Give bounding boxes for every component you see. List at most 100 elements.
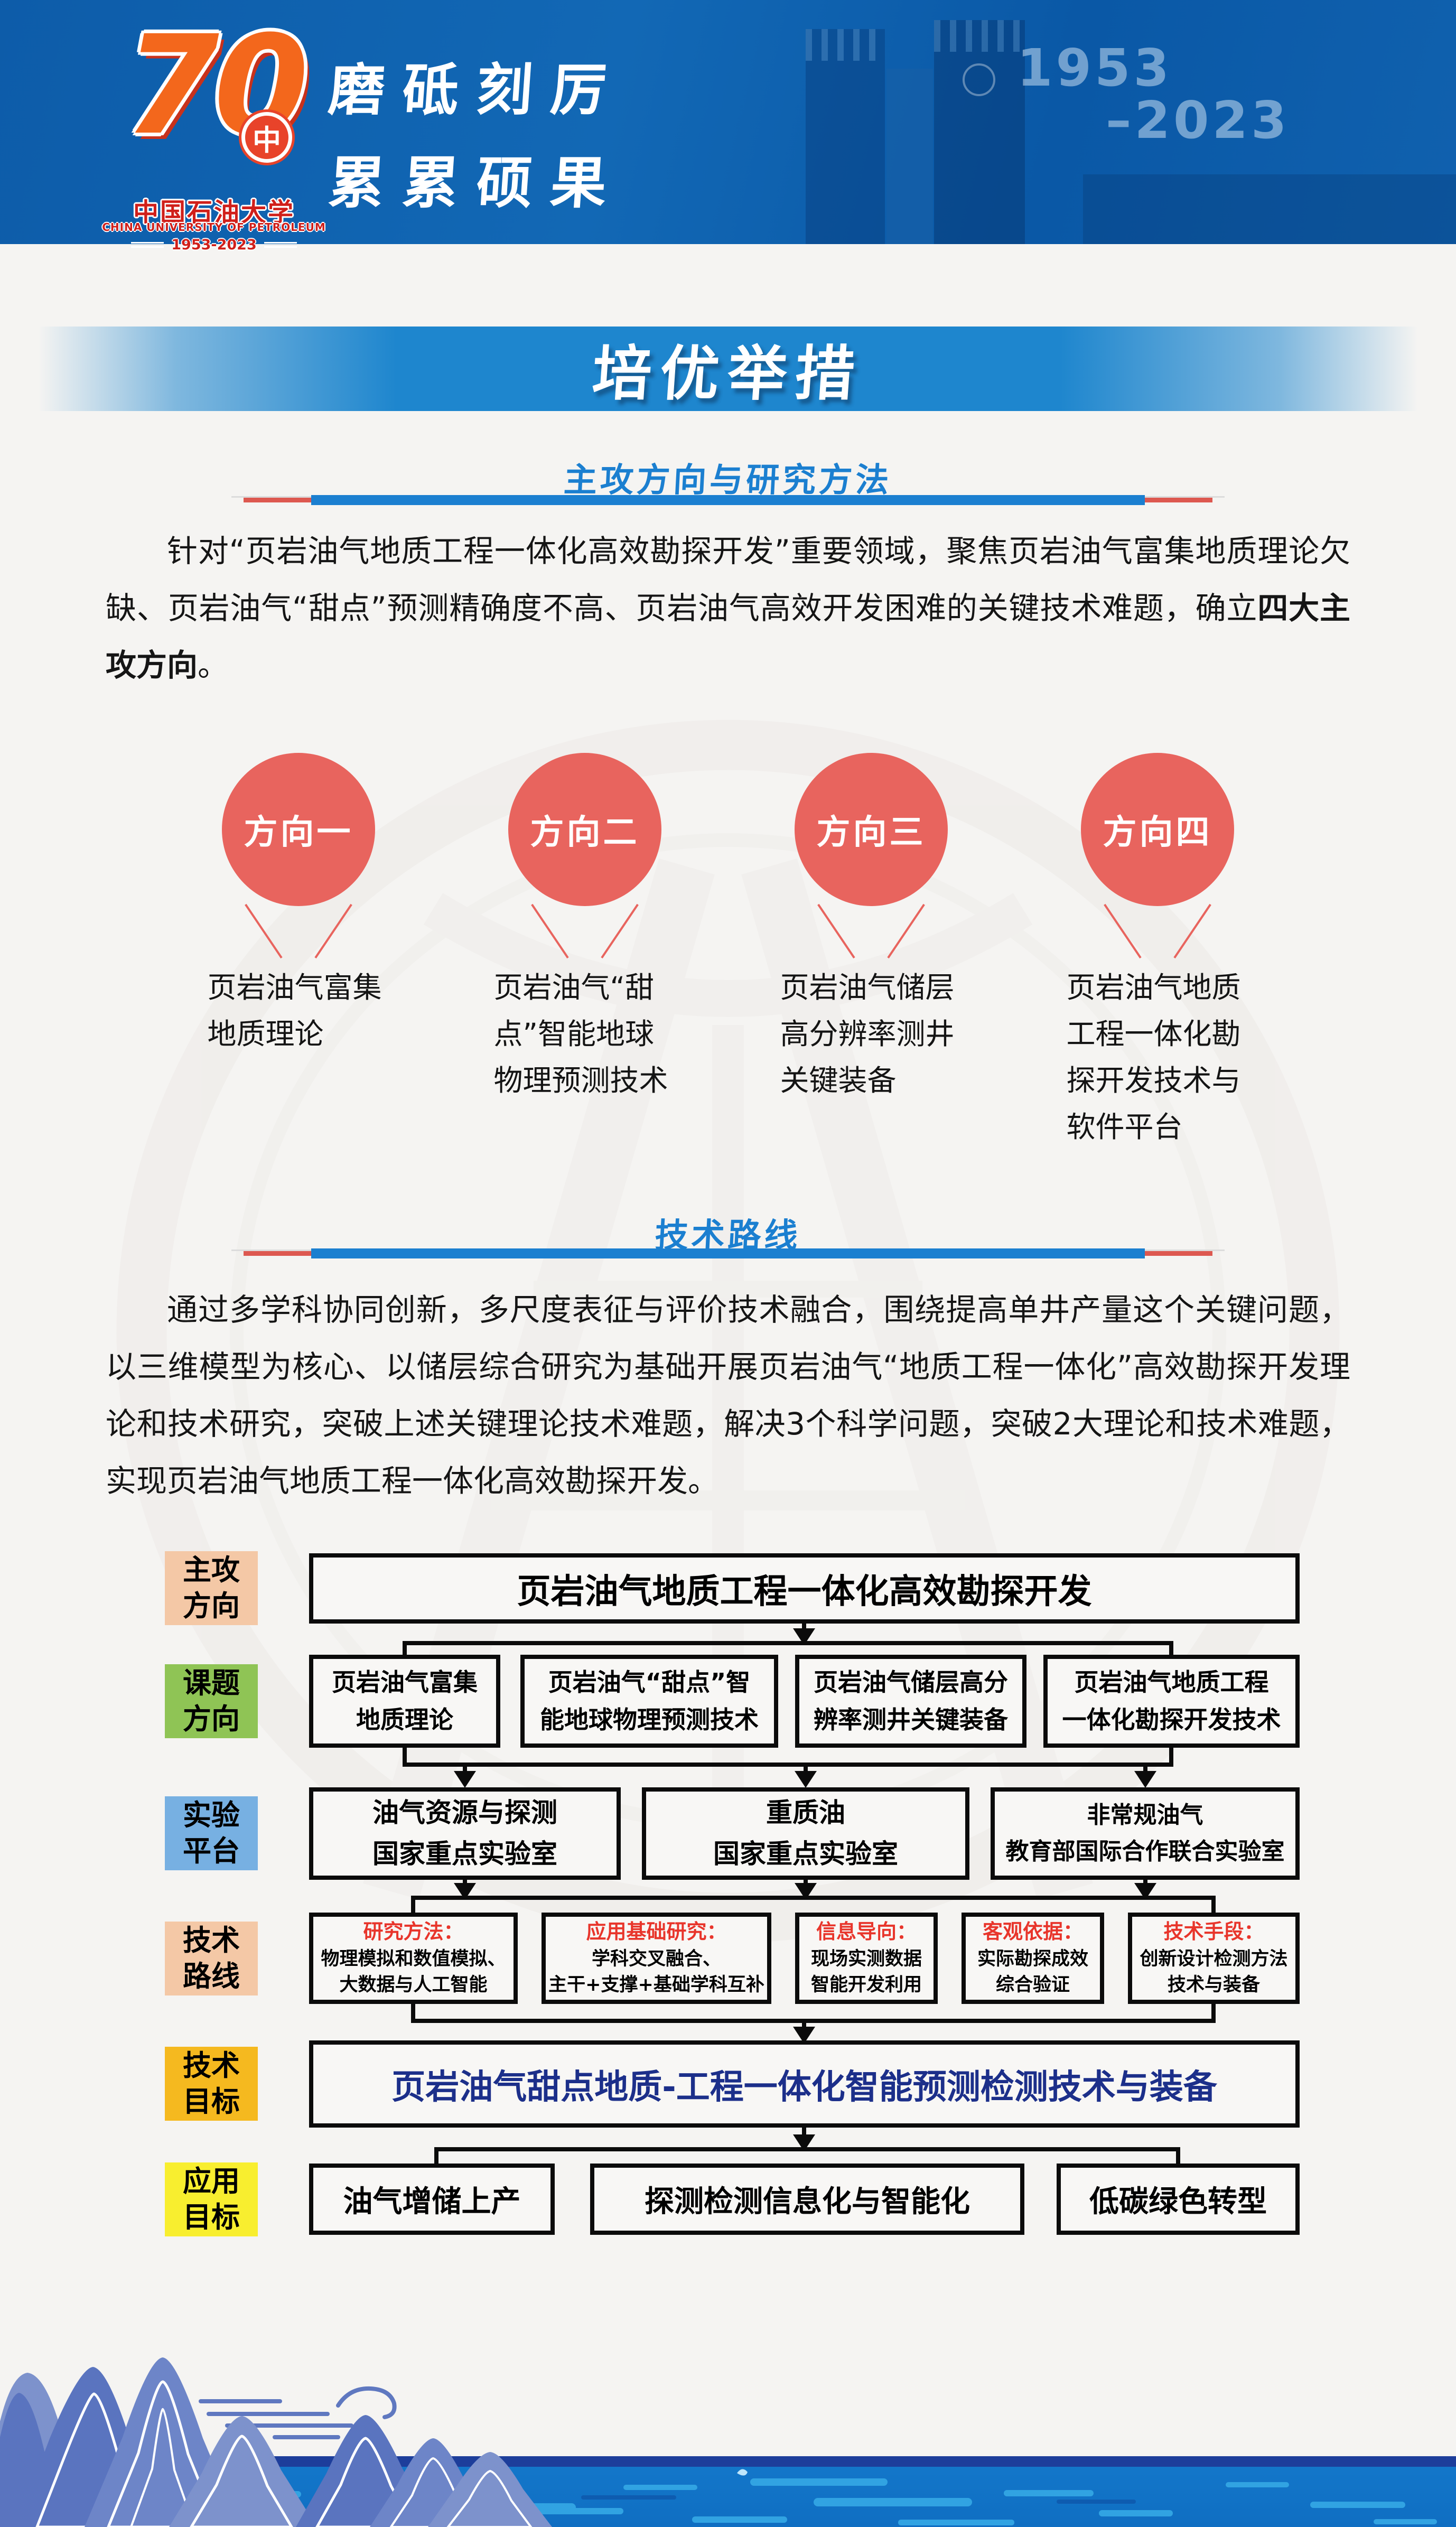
flow-box-topic-3: 页岩油气储层高分 辨率测井关键装备 xyxy=(795,1655,1026,1748)
box-line: 重质油 xyxy=(766,1797,845,1828)
direction-item-2: 方向二 页岩油气“甜点”智能地球物理预测技术 xyxy=(494,753,676,1150)
heading-underline xyxy=(0,1248,1456,1258)
direction-circle-4: 方向四 xyxy=(1081,753,1234,906)
ocean xyxy=(0,2456,1456,2527)
pointer-down-icon xyxy=(531,899,639,959)
flow-label-main-direction: 主攻 方向 xyxy=(165,1551,258,1625)
direction-desc-3: 页岩油气储层高分辨率测井关键装备 xyxy=(780,971,955,1097)
direction-circle-2: 方向二 xyxy=(508,753,661,906)
connector-line xyxy=(802,2023,806,2028)
footer-illustration xyxy=(0,2357,1456,2527)
connector-line xyxy=(411,2019,1216,2023)
underline-red-right xyxy=(1145,497,1212,502)
box-head: 客观依据： xyxy=(982,1919,1083,1943)
flow-box-app-goal-1: 油气增储上产 xyxy=(309,2164,555,2235)
arrow-down-icon xyxy=(795,1771,817,1788)
section-banner: 培优举措 xyxy=(38,327,1418,411)
building-silhouette xyxy=(934,20,1025,244)
connector-line xyxy=(434,2147,438,2165)
flow-box-main-direction: 页岩油气地质工程一体化高效勘探开发 xyxy=(309,1553,1300,1624)
flow-label-tech-goal: 技术 目标 xyxy=(165,2047,258,2121)
box-line: 教育部国际合作联合实验室 xyxy=(1005,1838,1285,1865)
box-line: 物理模拟和数值模拟、 xyxy=(321,1948,506,1970)
box-line: 辨率测井关键装备 xyxy=(814,1705,1008,1734)
logo-years-text: 1953-2023 xyxy=(171,237,257,253)
header: 70 中 中国石油大学 CHINA UNIVERSITY OF PETROLEU… xyxy=(0,0,1456,253)
flow-box-route-2: 应用基础研究： 学科交叉融合、主干+支撑+基础学科互补 xyxy=(542,1913,771,2004)
label-line: 实验 xyxy=(183,1798,240,1832)
underline-blue-bar xyxy=(311,1248,1145,1258)
label-line: 技术 xyxy=(183,2048,240,2082)
direction-circle-3: 方向三 xyxy=(795,753,948,906)
box-line: 一体化勘探开发技术 xyxy=(1062,1705,1281,1734)
box-line: 国家重点实验室 xyxy=(372,1838,557,1869)
logo-anniversary-years: 1953-2023 xyxy=(108,237,320,253)
connector-line xyxy=(411,1896,415,1914)
box-line: 页岩油气储层高分 xyxy=(814,1667,1008,1696)
direction-circle-1: 方向一 xyxy=(222,753,375,906)
decorative-line xyxy=(131,242,164,248)
box-line: 能地球物理预测技术 xyxy=(540,1705,759,1734)
flow-box-lab-3: 非常规油气教育部国际合作联合实验室 xyxy=(991,1787,1300,1880)
connector-line xyxy=(1211,1896,1216,1914)
underline-blue-bar xyxy=(311,495,1145,505)
label-line: 路线 xyxy=(183,1960,240,1993)
label-line: 方向 xyxy=(183,1589,240,1622)
flow-box-lab-2: 重质油 国家重点实验室 xyxy=(642,1787,969,1880)
label-line: 主攻 xyxy=(183,1553,240,1587)
direction-desc-1: 页岩油气富集地质理论 xyxy=(207,971,382,1051)
cloud-icon xyxy=(199,2386,397,2453)
arrow-down-icon xyxy=(1134,1771,1156,1788)
box-line: 实际勘探成效 xyxy=(977,1948,1088,1970)
connector-line xyxy=(403,1763,1173,1767)
box-line: 页岩油气地质工程 xyxy=(1074,1667,1269,1696)
building-silhouette xyxy=(886,69,933,244)
arrow-down-icon xyxy=(454,1771,476,1788)
building-silhouette xyxy=(1083,174,1456,244)
box-line: 主干+支撑+基础学科互补 xyxy=(548,1974,764,1996)
building-emblem-icon xyxy=(963,63,995,96)
box-line: 综合验证 xyxy=(995,1974,1070,1996)
label-line: 方向 xyxy=(183,1702,240,1736)
anniversary-1953: 1953 xyxy=(1017,38,1172,98)
pointer-down-icon xyxy=(817,899,925,959)
para1-bold: 四大主攻方向 xyxy=(106,590,1350,683)
box-line: 学科交叉融合、 xyxy=(591,1948,721,1970)
box-line: 地质理论 xyxy=(356,1705,453,1734)
flow-label-tech-route: 技术 路线 xyxy=(165,1922,258,1996)
box-head: 应用基础研究： xyxy=(586,1919,727,1943)
box-head: 技术手段： xyxy=(1163,1919,1264,1943)
flow-box-route-4: 客观依据： 实际勘探成效 综合验证 xyxy=(962,1913,1104,2004)
flow-box-route-1: 研究方法： 物理模拟和数值模拟、 大数据与人工智能 xyxy=(309,1913,518,2004)
directions-row: 方向一 页岩油气富集地质理论 方向二 页岩油气“甜点”智能地球物理预测技术 方向… xyxy=(0,753,1456,1150)
box-line: 现场实测数据 xyxy=(810,1948,922,1970)
connector-line xyxy=(411,2004,415,2021)
direction-item-1: 方向一 页岩油气富集地质理论 xyxy=(208,753,390,1150)
pointer-down-icon xyxy=(245,899,352,959)
flow-box-app-goal-3: 低碳绿色转型 xyxy=(1057,2164,1300,2235)
box-line: 油气资源与探测 xyxy=(372,1797,557,1828)
flow-box-topic-2: 页岩油气“甜点”智 能地球物理预测技术 xyxy=(520,1655,778,1748)
underline-red-left xyxy=(244,497,311,502)
flow-label-application-goal: 应用 目标 xyxy=(165,2162,258,2236)
anniversary-2023: –2023 xyxy=(1106,90,1290,150)
logo-university-name-cn: 中国石油大学 xyxy=(133,198,295,227)
flow-box-lab-1: 油气资源与探测 国家重点实验室 xyxy=(309,1787,621,1880)
box-head: 研究方法： xyxy=(363,1919,464,1943)
box-line: 非常规油气 xyxy=(1087,1802,1203,1829)
box-line: 大数据与人工智能 xyxy=(339,1974,488,1996)
header-title: 磨砥刻厉 累累硕果 xyxy=(326,58,627,216)
banner-title: 培优举措 xyxy=(590,340,865,408)
label-line: 课题 xyxy=(183,1666,240,1700)
flow-box-topic-1: 页岩油气富集 地质理论 xyxy=(309,1655,500,1748)
para1-end: 。 xyxy=(198,647,229,683)
building-silhouette xyxy=(806,29,885,244)
connector-line xyxy=(403,1641,1173,1645)
box-line: 智能开发利用 xyxy=(810,1974,922,1996)
section1-paragraph: 针对“页岩油气地质工程一体化高效勘探开发”重要领域，聚焦页岩油气富集地质理论欠缺… xyxy=(106,523,1350,694)
connector-line xyxy=(802,2128,806,2136)
direction-desc-4: 页岩油气地质工程一体化勘探开发技术与软件平台 xyxy=(1066,971,1241,1144)
anniversary-years: 1953 –2023 xyxy=(1017,42,1290,147)
label-line: 目标 xyxy=(183,2200,240,2234)
